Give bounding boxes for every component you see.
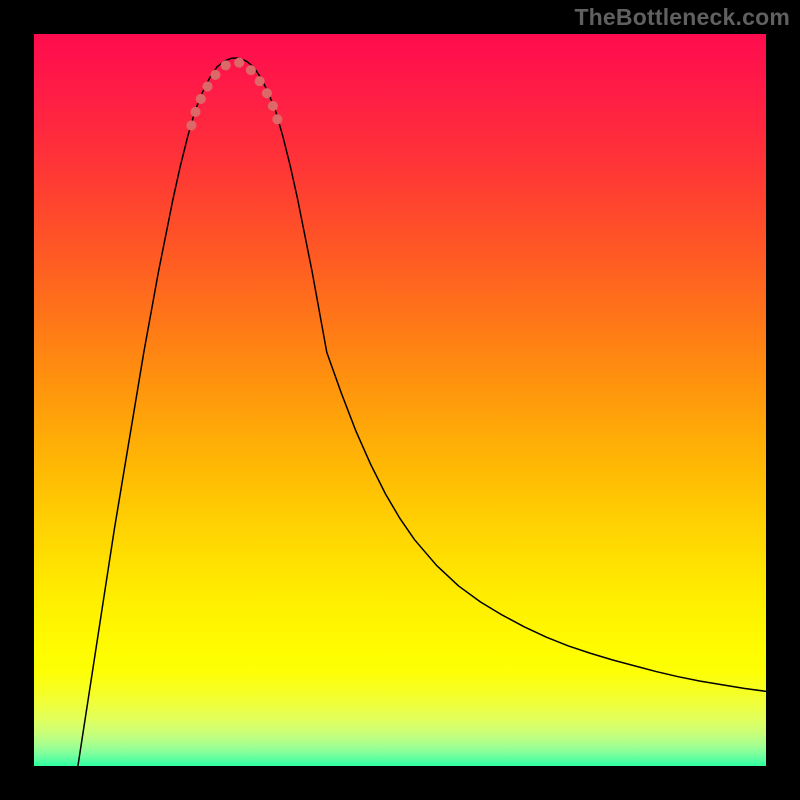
watermark-text: TheBottleneck.com bbox=[574, 4, 790, 31]
plot-area bbox=[34, 34, 766, 766]
chart-frame: TheBottleneck.com bbox=[0, 0, 800, 800]
bottleneck-chart bbox=[34, 34, 766, 766]
gradient-background bbox=[34, 34, 766, 766]
